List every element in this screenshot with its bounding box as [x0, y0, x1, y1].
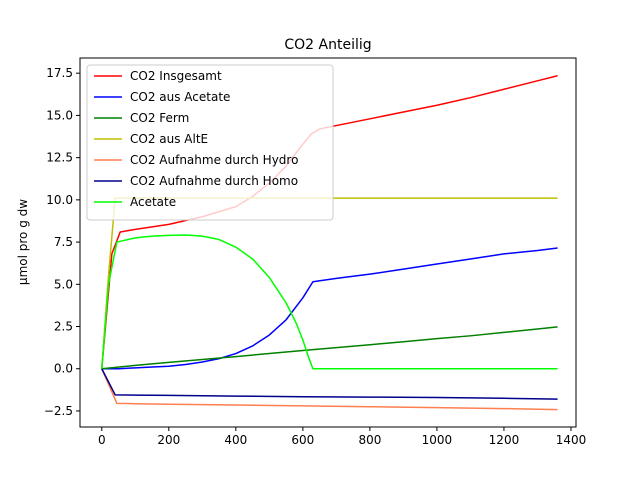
- series-line-6: [101, 368, 558, 400]
- legend-entry-label: CO2 aus Acetate: [130, 90, 230, 104]
- y-tick-label: 12.5: [46, 151, 73, 165]
- legend-entry-label: CO2 Ferm: [130, 111, 189, 125]
- legend-entry-label: CO2 Aufnahme durch Hydro: [130, 153, 298, 167]
- y-tick-label: 2.5: [54, 320, 73, 334]
- legend-entry-label: CO2 aus AltE: [130, 132, 208, 146]
- series-line-3: [101, 326, 558, 370]
- y-tick-label: 7.5: [54, 235, 73, 249]
- x-tick-label: 800: [358, 433, 381, 447]
- legend-entry-label: CO2 Insgesamt: [130, 69, 222, 83]
- y-tick-label: 15.0: [46, 108, 73, 122]
- legend-box: [86, 64, 334, 221]
- legend-entry-label: CO2 Aufnahme durch Homo: [130, 174, 298, 188]
- x-tick-label: 400: [224, 433, 247, 447]
- x-tick-label: 1400: [556, 433, 587, 447]
- y-tick-label: −2.5: [44, 404, 73, 418]
- ticks-layer: 0 200 400 600 800 1000 1200 1400 −2.5 0.0 2.5 5.0 7.…: [44, 66, 586, 447]
- plot-frame: [79, 57, 577, 428]
- y-tick-label: 5.0: [54, 277, 73, 291]
- y-tick-label: 17.5: [46, 66, 73, 80]
- y-tick-label: 10.0: [46, 193, 73, 207]
- series-line-7: [101, 234, 558, 370]
- legend-entry-label: Acetate: [130, 195, 176, 209]
- x-tick-label: 1200: [489, 433, 520, 447]
- x-tick-label: 0: [98, 433, 106, 447]
- series-line-2: [101, 247, 558, 370]
- chart-title: CO2 Anteilig: [284, 37, 371, 53]
- series-line-5: [101, 368, 558, 411]
- legend: CO2 Insgesamt CO2 aus Acetate CO2 Ferm CO2 …: [86, 64, 334, 221]
- x-tick-label: 1000: [422, 433, 453, 447]
- x-tick-label: 600: [291, 433, 314, 447]
- y-tick-label: 0.0: [54, 362, 73, 376]
- x-tick-label: 200: [157, 433, 180, 447]
- y-axis-label: µmol pro g dw: [16, 199, 30, 285]
